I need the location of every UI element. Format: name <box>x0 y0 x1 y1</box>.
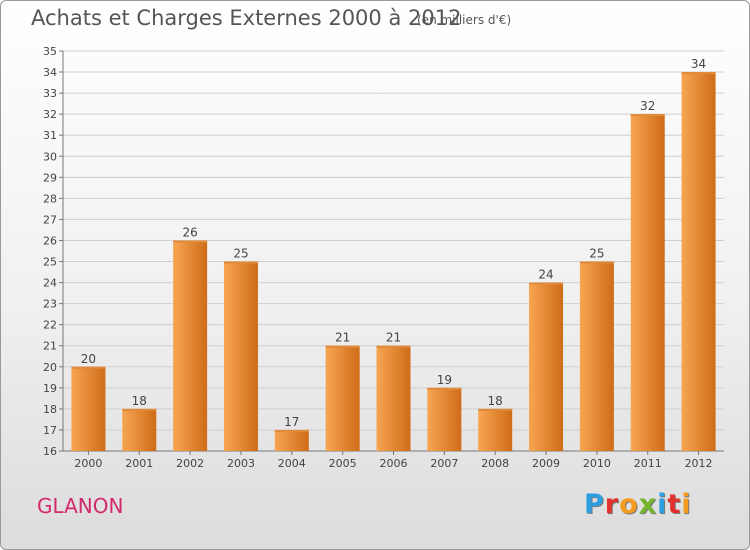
x-tick-label: 2007 <box>430 457 458 470</box>
data-label: 26 <box>182 225 197 239</box>
bar <box>274 429 309 451</box>
x-tick-label: 2004 <box>278 457 306 470</box>
x-tick-label: 2003 <box>227 457 255 470</box>
x-tick-label: 2002 <box>176 457 204 470</box>
logo-letter: o <box>619 489 639 520</box>
y-tick-label: 32 <box>43 108 57 121</box>
x-tick-label: 2005 <box>329 457 357 470</box>
data-label: 18 <box>488 394 503 408</box>
bar <box>71 366 106 451</box>
x-tick-label: 2012 <box>685 457 713 470</box>
data-label: 25 <box>589 247 604 261</box>
data-label: 17 <box>284 415 299 429</box>
x-tick-label: 2009 <box>532 457 560 470</box>
x-tick-label: 2011 <box>634 457 662 470</box>
bar-top-edge <box>274 429 309 432</box>
bar-top-edge <box>427 387 462 390</box>
y-tick-label: 21 <box>43 340 57 353</box>
bar <box>630 114 665 451</box>
data-label: 24 <box>538 268 553 282</box>
y-tick-label: 33 <box>43 87 57 100</box>
bar-top-edge <box>376 345 411 348</box>
y-tick-label: 20 <box>43 361 57 374</box>
bar <box>223 261 258 451</box>
y-tick-label: 30 <box>43 150 57 163</box>
bar-top-edge <box>681 72 716 75</box>
x-tick-label: 2001 <box>125 457 153 470</box>
bar <box>325 345 360 451</box>
bar-top-edge <box>630 114 665 117</box>
chart-title: Achats et Charges Externes 2000 à 2012 <box>31 6 462 30</box>
y-tick-label: 23 <box>43 298 57 311</box>
logo-letter: i <box>681 489 692 520</box>
y-tick-label: 19 <box>43 382 57 395</box>
x-tick-label: 2010 <box>583 457 611 470</box>
y-tick-label: 26 <box>43 234 57 247</box>
data-label: 25 <box>233 247 248 261</box>
bar-top-edge <box>579 261 614 264</box>
bar-layer <box>71 72 716 451</box>
logo-letter: P <box>584 489 605 520</box>
data-label: 21 <box>386 331 401 345</box>
data-label: 20 <box>81 352 96 366</box>
chart-subtitle: (en milliers d'€) <box>417 13 512 27</box>
bar-top-edge <box>122 408 157 411</box>
data-label: 32 <box>640 99 655 113</box>
bar <box>427 387 462 451</box>
y-tick-label: 24 <box>43 277 57 290</box>
x-tick-label: 2008 <box>481 457 509 470</box>
y-tick-label: 17 <box>43 424 57 437</box>
logo-letter: i <box>657 489 668 520</box>
y-tick-label: 29 <box>43 171 57 184</box>
y-tick-label: 25 <box>43 256 57 269</box>
bar <box>681 72 716 451</box>
data-label: 34 <box>691 57 706 71</box>
bar-top-edge <box>223 261 258 264</box>
y-tick-label: 28 <box>43 192 57 205</box>
y-tick-label: 16 <box>43 445 57 458</box>
bar <box>579 261 614 451</box>
data-label: 21 <box>335 331 350 345</box>
logo-letter: t <box>667 489 682 520</box>
y-tick-label: 18 <box>43 403 57 416</box>
bar <box>376 345 411 451</box>
commune-name: GLANON <box>37 494 124 518</box>
bar <box>122 408 157 451</box>
data-label: 18 <box>132 394 147 408</box>
bar <box>173 240 208 451</box>
y-tick-label: 35 <box>43 45 57 58</box>
bar-top-edge <box>529 282 564 285</box>
y-tick-label: 34 <box>43 66 57 79</box>
bar-top-edge <box>71 366 106 369</box>
proxiti-logo: Proxiti <box>584 489 692 520</box>
y-tick-label: 27 <box>43 213 57 226</box>
x-tick-label: 2000 <box>74 457 102 470</box>
logo-letter: x <box>638 489 658 520</box>
bar <box>478 408 513 451</box>
label-layer: 20 18 26 25 17 21 21 19 18 24 25 32 34 <box>81 57 706 429</box>
bar <box>529 282 564 451</box>
data-label: 19 <box>437 373 452 387</box>
x-tick-label: 2006 <box>380 457 408 470</box>
bar-top-edge <box>478 408 513 411</box>
logo-letter: r <box>604 489 620 520</box>
y-tick-label: 31 <box>43 129 57 142</box>
y-tick-label: 22 <box>43 319 57 332</box>
bar-top-edge <box>173 240 208 243</box>
bar-top-edge <box>325 345 360 348</box>
